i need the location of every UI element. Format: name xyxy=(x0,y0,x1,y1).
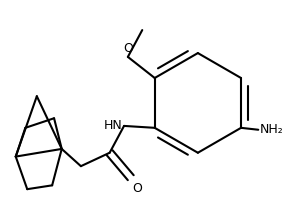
Text: O: O xyxy=(133,182,143,195)
Text: O: O xyxy=(123,42,133,55)
Text: HN: HN xyxy=(103,119,122,132)
Text: NH₂: NH₂ xyxy=(260,123,284,136)
